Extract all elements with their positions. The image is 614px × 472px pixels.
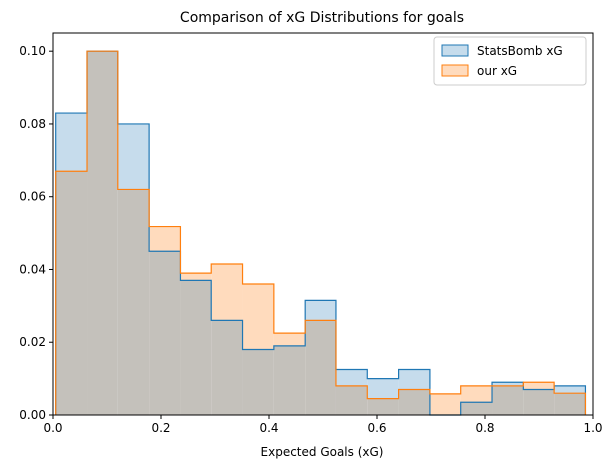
histogram-bar [554,385,586,394]
histogram-bar-overlap [211,320,243,415]
histogram-bar [460,385,493,403]
histogram-bar-overlap [180,280,212,415]
chart-title: Comparison of xG Distributions for goals [180,10,464,26]
histogram-bar [367,378,399,399]
y-axis: 0.00 0.02 0.04 0.06 0.08 0.10 [19,44,53,422]
histogram-bar [149,226,181,252]
x-axis-label: Expected Goals (xG) [261,445,384,459]
x-tick-label: 0.0 [43,421,62,435]
histogram-bar-overlap [305,320,336,415]
histogram-bar [398,369,430,390]
x-tick-label: 0.2 [151,421,170,435]
histogram-bar [523,382,555,390]
histogram-bar-overlap [492,385,524,415]
histogram-bar-overlap [460,402,493,415]
legend-swatch [441,64,469,77]
series-outline-statsbomb-xg [55,50,587,416]
histogram-bar [242,284,274,350]
histogram-bar [180,273,212,281]
legend-swatch [441,44,469,57]
histogram-bar-overlap [398,389,430,415]
series-outline-our-xg [55,50,587,415]
histogram-bar-overlap [149,251,181,415]
series-outlines [55,50,587,416]
histogram-bar-overlap [55,171,88,415]
histogram-bar-overlap [117,189,150,415]
histogram-bar [305,300,336,321]
x-tick-label: 1.0 [583,421,602,435]
x-tick-label: 0.4 [259,421,278,435]
histogram-bar [55,113,88,172]
x-tick-label: 0.6 [367,421,386,435]
plot-frame [52,32,594,416]
histogram-bar-overlap [335,385,368,415]
histogram-bar-overlap [242,349,274,415]
bars-layer [55,51,586,415]
histogram-bar-overlap [367,398,399,415]
histogram-bar-overlap [554,393,586,415]
histogram-bar [211,264,243,321]
histogram-bar [117,123,150,190]
histogram-bar [492,382,524,386]
histogram-bar [429,393,461,415]
histogram-bar [273,333,306,346]
legend-label: StatsBomb xG [477,44,563,58]
y-tick-label: 0.08 [19,117,46,131]
y-tick-label: 0.10 [19,44,46,58]
y-tick-label: 0.06 [19,190,46,204]
y-tick-label: 0.00 [19,408,46,422]
x-axis: 0.0 0.2 0.4 0.6 0.8 1.0 [43,415,603,435]
x-tick-label: 0.8 [475,421,494,435]
histogram-bar-overlap [523,389,555,415]
histogram-bar-overlap [273,345,306,415]
histogram-bar-overlap [87,51,118,415]
y-tick-label: 0.04 [19,262,46,276]
legend-label: our xG [477,64,517,78]
legend-box [433,36,587,86]
legend: StatsBomb xG our xG [433,36,587,86]
histogram-bar [335,369,368,386]
y-tick-label: 0.02 [19,335,46,349]
